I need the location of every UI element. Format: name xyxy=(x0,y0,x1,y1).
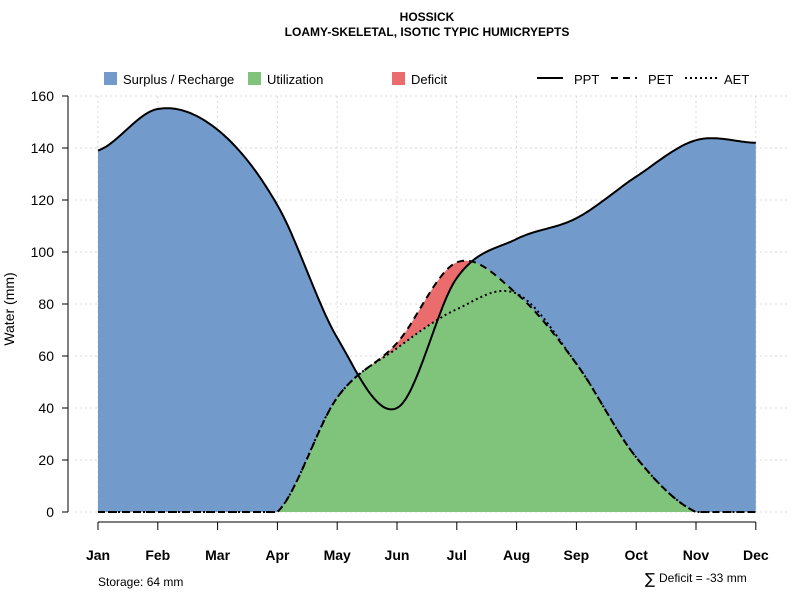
x-tick-label: May xyxy=(324,547,351,563)
legend: Surplus / Recharge Utilization Deficit P… xyxy=(104,72,749,87)
legend-swatch-deficit xyxy=(392,72,405,85)
y-tick-label: 40 xyxy=(38,400,54,416)
y-tick-label: 120 xyxy=(31,192,55,208)
x-tick-label: Jun xyxy=(385,547,410,563)
series-lines xyxy=(97,107,756,513)
chart-subtitle: LOAMY-SKELETAL, ISOTIC TYPIC HUMICRYEPTS xyxy=(285,25,570,39)
x-tick-label: Mar xyxy=(205,547,230,563)
legend-swatch-surplus xyxy=(104,72,117,85)
x-tick-label: Nov xyxy=(683,547,710,563)
utilization-area xyxy=(98,261,756,512)
legend-label-deficit: Deficit xyxy=(411,72,448,87)
legend-label-surplus: Surplus / Recharge xyxy=(123,72,234,87)
storage-annotation: Storage: 64 mm xyxy=(98,575,183,589)
x-tick-label: Feb xyxy=(145,547,170,563)
chart-title: HOSSICK xyxy=(400,10,455,24)
x-tick-label: Dec xyxy=(743,547,769,563)
x-tick-label: Oct xyxy=(625,547,649,563)
area-layers xyxy=(98,108,756,512)
y-tick-label: 100 xyxy=(31,244,55,260)
y-tick-label: 20 xyxy=(38,452,54,468)
y-tick-label: 80 xyxy=(38,296,54,312)
series-line-ppt xyxy=(97,107,756,411)
sum-symbol: ∑ xyxy=(645,570,655,588)
legend-label-utilization: Utilization xyxy=(267,72,323,87)
y-tick-label: 0 xyxy=(46,504,54,520)
y-tick-label: 140 xyxy=(31,140,55,156)
x-tick-label: Jan xyxy=(86,547,110,563)
y-tick-label: 160 xyxy=(31,88,55,104)
legend-swatch-utilization xyxy=(248,72,261,85)
deficit-area xyxy=(98,260,756,512)
x-tick-label: Sep xyxy=(564,547,590,563)
series-line-pet xyxy=(98,259,756,513)
y-axis-label: Water (mm) xyxy=(1,272,17,345)
y-tick-label: 60 xyxy=(38,348,54,364)
legend-label-aet: AET xyxy=(724,72,749,87)
x-tick-label: Apr xyxy=(265,547,290,563)
x-axis: Jan Feb Mar Apr May Jun Jul Aug Sep Oct Nov Dec xyxy=(86,521,769,563)
deficit-annotation: Deficit = -33 mm xyxy=(659,571,747,585)
x-tick-label: Aug xyxy=(503,547,530,563)
legend-label-pet: PET xyxy=(648,72,673,87)
legend-label-ppt: PPT xyxy=(574,72,599,87)
x-tick-label: Jul xyxy=(447,547,467,563)
y-axis: 0 20 40 60 80 100 120 140 160 xyxy=(31,88,69,520)
